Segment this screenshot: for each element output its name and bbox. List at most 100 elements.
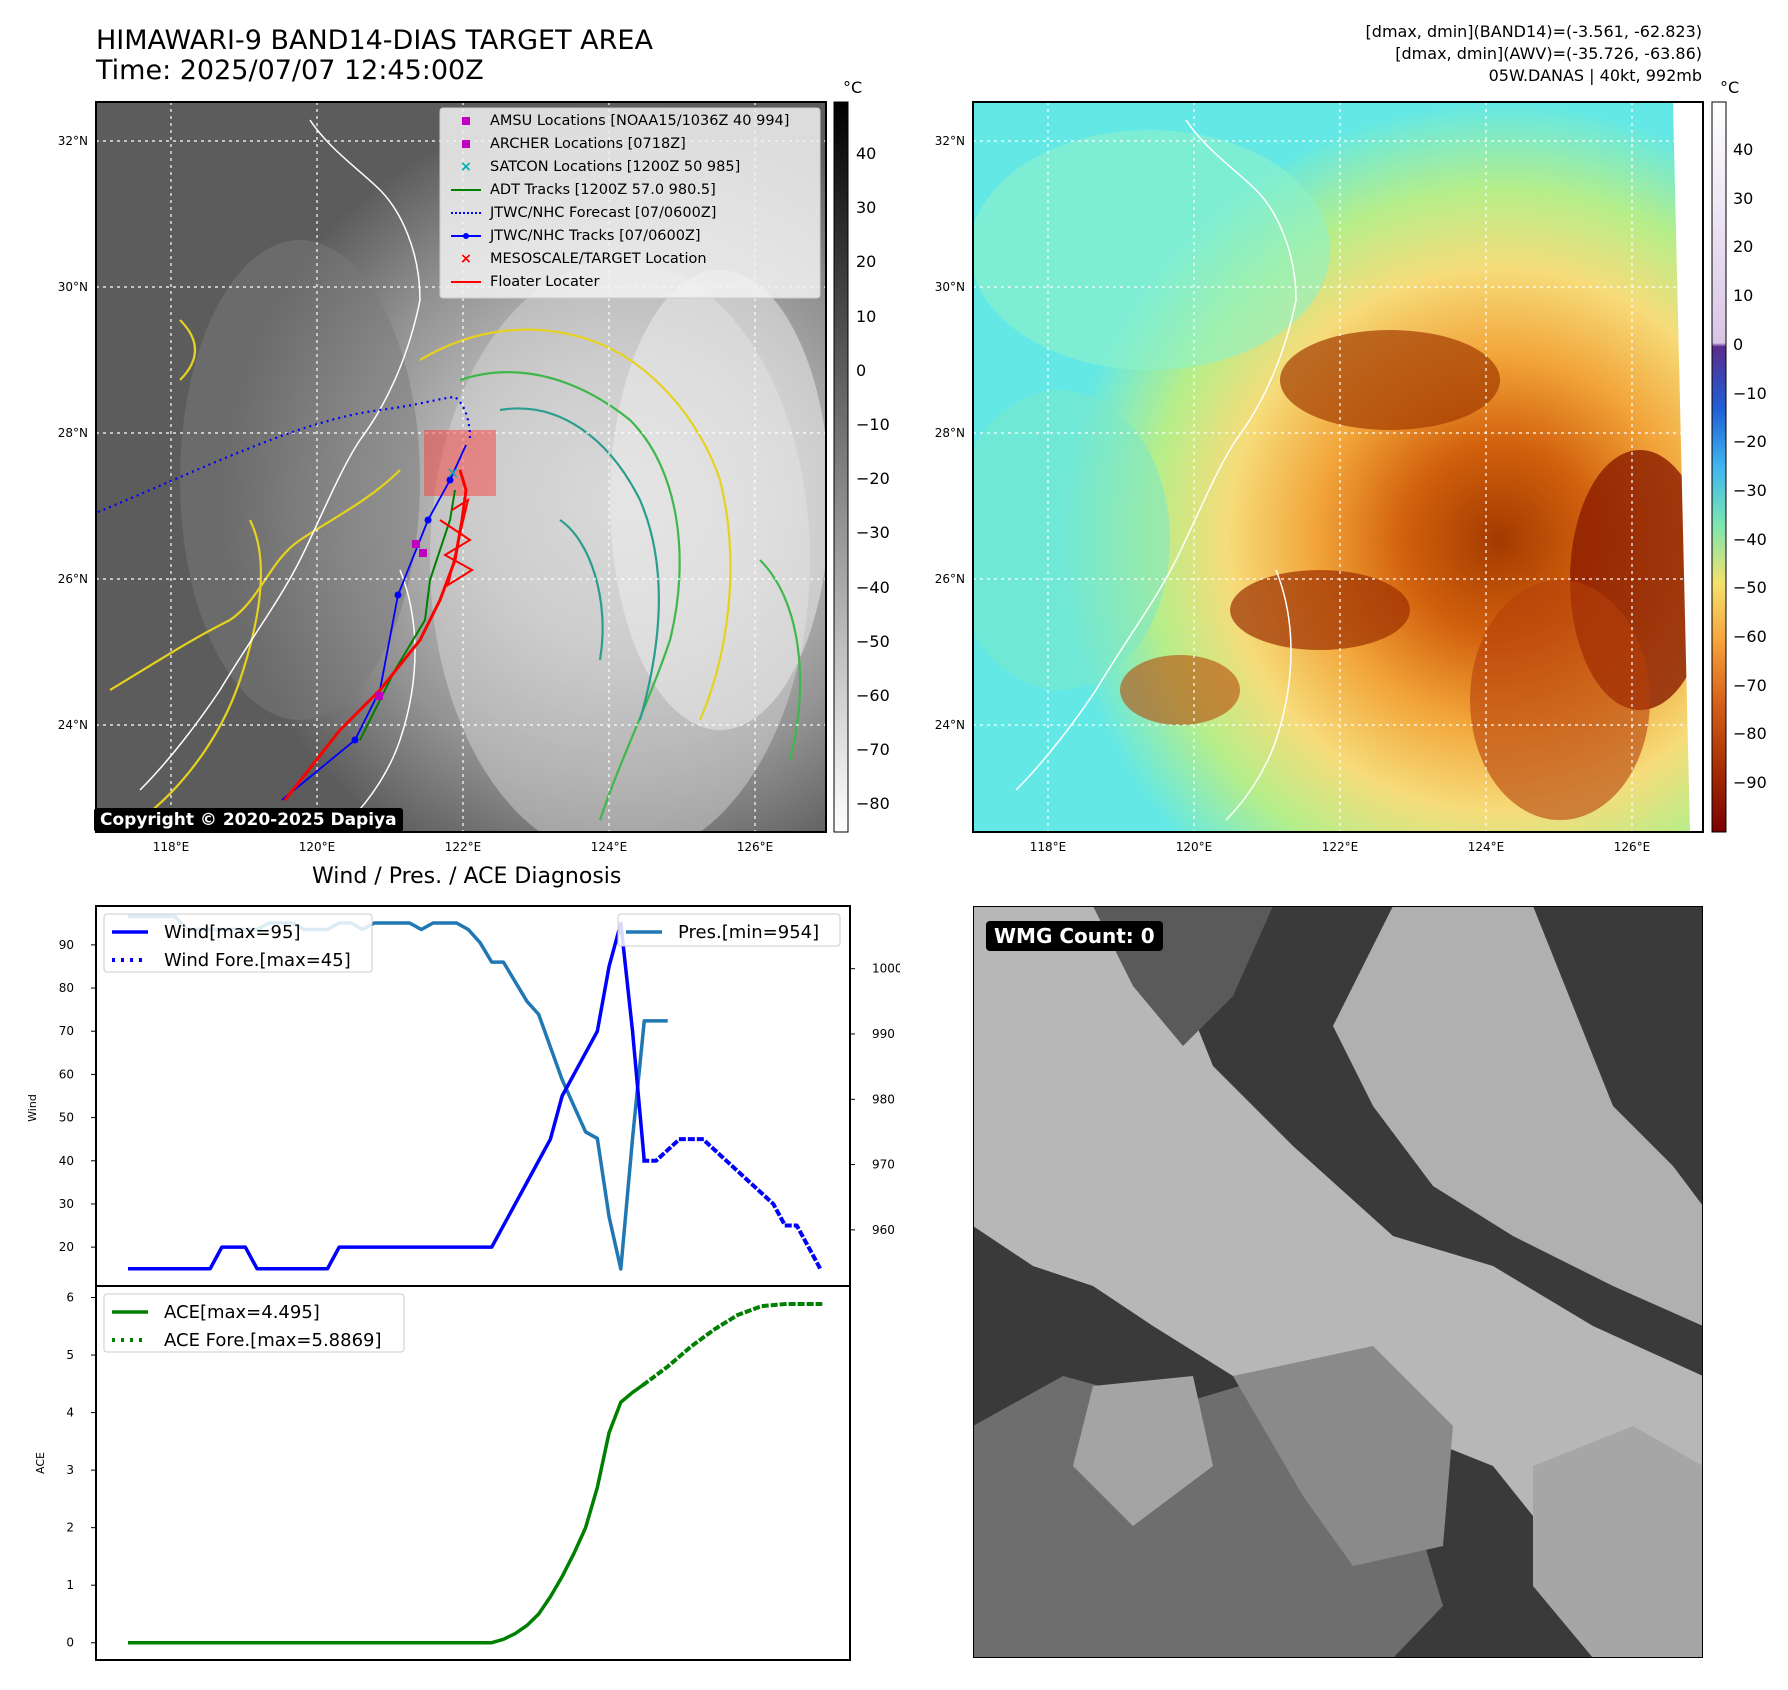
- legend-marker: ×: [459, 251, 473, 267]
- pres-legend-entry-label: Pres.[min=954]: [678, 922, 819, 943]
- wind-legend: [103, 913, 373, 973]
- pres-ytick-label: 970: [872, 1158, 895, 1172]
- lon-tick-label: 118°E: [152, 840, 190, 854]
- ir-colorbar-tick: −70: [856, 740, 890, 760]
- ace-forecast-line: [641, 1302, 823, 1387]
- ace-ytick-label: 2: [66, 1521, 74, 1535]
- lat-tick-label: 32°N: [57, 134, 88, 148]
- legend-entry: ADT Tracks [1200Z 57.0 980.5]: [448, 179, 716, 201]
- ace-axes-frame: [95, 1285, 851, 1661]
- awv-colorbar-tick: −70: [1733, 675, 1767, 695]
- legend-marker: [448, 113, 484, 129]
- pres-ytick-label: 990: [872, 1027, 895, 1041]
- legend-entry: × SATCON Locations [1200Z 50 985]: [448, 156, 740, 178]
- wind-ytick-label: 40: [59, 1154, 74, 1168]
- wind-legend-entry-label: Wind[max=95]: [164, 922, 301, 943]
- ir-legend: [439, 107, 821, 299]
- pres-legend: [617, 913, 841, 947]
- ir-colorbar-tick: 0: [856, 360, 867, 380]
- legend-label: AMSU Locations [NOAA15/1036Z 40 994]: [490, 113, 790, 129]
- wind-ytick-label: 80: [59, 981, 74, 995]
- floater-locater: [283, 469, 468, 801]
- band14-range: [dmax, dmin](BAND14)=(-3.561, -62.823): [1365, 22, 1702, 41]
- legend-label: SATCON Locations [1200Z 50 985]: [490, 159, 741, 175]
- jtwc-forecast-track: [97, 395, 472, 514]
- wind-ytick-label: 60: [59, 1067, 74, 1081]
- awv-colorbar-tick: −80: [1733, 724, 1767, 744]
- ace-ytick-label: 1: [66, 1578, 74, 1592]
- ace-legend-entry-label: ACE[max=4.495]: [164, 1302, 320, 1323]
- pres-ytick-label: 1000: [872, 962, 900, 976]
- ir-colorbar-tick: 30: [856, 198, 877, 218]
- ir-colorbar-tick: −50: [856, 631, 890, 651]
- awv-colorbar-tick: 30: [1733, 188, 1754, 208]
- lat-tick-label: 30°N: [57, 280, 88, 294]
- awv-colorbar-tick: 40: [1733, 140, 1754, 159]
- legend-entry: JTWC/NHC Forecast [07/0600Z]: [448, 202, 716, 224]
- awv-colorbar-tick: −50: [1733, 578, 1767, 598]
- wind-ytick-label: 20: [59, 1240, 74, 1254]
- ir-colorbar-tick: −80: [856, 794, 890, 814]
- ir-colorbar-tick: −10: [856, 415, 890, 434]
- legend-entry: × MESOSCALE/TARGET Location: [448, 248, 707, 270]
- wind-line: [128, 921, 647, 1271]
- target-box: [424, 430, 496, 496]
- lat-tick-label: 26°N: [57, 572, 88, 586]
- pres-ytick-label: 980: [872, 1092, 895, 1106]
- ir-colorbar-tick: −30: [856, 523, 890, 543]
- wind-ytick-label: 90: [59, 938, 74, 952]
- lon-tick-label: 124°E: [590, 840, 628, 854]
- wind-ytick-label: 70: [59, 1024, 74, 1038]
- ir-colorbar-unit: °C: [843, 78, 863, 97]
- lat-tick-label: 32°N: [934, 134, 965, 148]
- lon-tick-label: 120°E: [1175, 840, 1213, 854]
- wmg-count-badge: WMG Count: 0: [986, 921, 1163, 951]
- ace-ytick-label: 5: [66, 1348, 74, 1362]
- awv-map-svg: [972, 101, 1727, 833]
- adt-track: [359, 489, 456, 741]
- lat-tick-label: 26°N: [934, 572, 965, 586]
- lon-tick-label: 126°E: [1613, 840, 1651, 854]
- ir-imagery: ×: [96, 102, 826, 832]
- wmg-region-light-2: [1333, 906, 1703, 1326]
- ir-colorbar-tick: −60: [856, 686, 890, 705]
- awv-colorbar-unit: °C: [1720, 78, 1740, 97]
- lat-tick-label: 28°N: [934, 426, 965, 440]
- awv-range: [dmax, dmin](AWV)=(-35.726, -63.86): [1395, 44, 1702, 63]
- legend-marker: [448, 274, 484, 290]
- legend-entry: Floater Locater: [448, 271, 599, 293]
- legend-marker: [448, 205, 484, 221]
- lon-tick-label: 120°E: [298, 840, 336, 854]
- figure-time: Time: 2025/07/07 12:45:00Z: [96, 55, 484, 86]
- awv-imagery: [973, 102, 1703, 832]
- svg-text:×: ×: [446, 463, 459, 482]
- legend-marker: [448, 228, 484, 244]
- pres-ytick-label: 960: [872, 1223, 895, 1237]
- awv-colorbar-tick: −60: [1733, 627, 1767, 646]
- lat-tick-label: 24°N: [934, 718, 965, 732]
- legend-label: ADT Tracks [1200Z 57.0 980.5]: [490, 182, 716, 198]
- wind-ytick-label: 30: [59, 1197, 74, 1211]
- wind-fore-legend-entry-label: Wind Fore.[max=45]: [164, 950, 351, 971]
- ace-ytick-label: 6: [66, 1291, 74, 1305]
- lon-tick-label: 126°E: [736, 840, 774, 854]
- lat-tick-label: 28°N: [57, 426, 88, 440]
- wind-ylabel: Wind: [26, 1094, 39, 1122]
- ir-colorbar-tick: −40: [856, 577, 890, 597]
- legend-marker: [448, 136, 484, 152]
- legend-entry: ARCHER Locations [0718Z]: [448, 133, 686, 155]
- legend-label: ARCHER Locations [0718Z]: [490, 136, 686, 152]
- awv-colorbar-tick: −30: [1733, 480, 1767, 500]
- ace-ytick-label: 0: [66, 1636, 74, 1650]
- awv-colorbar-tick: 20: [1733, 237, 1754, 257]
- awv-colorbar-tick: −20: [1733, 432, 1767, 452]
- ace-ytick-label: 4: [66, 1406, 74, 1420]
- awv-colorbar-tick: −40: [1733, 529, 1767, 549]
- ace-fore-legend-entry-label: ACE Fore.[max=5.8869]: [164, 1330, 382, 1351]
- awv-colorbar-tick: 0: [1733, 334, 1744, 354]
- lon-tick-label: 118°E: [1029, 840, 1067, 854]
- legend-entry: AMSU Locations [NOAA15/1036Z 40 994]: [448, 110, 789, 132]
- lon-tick-label: 122°E: [444, 840, 482, 854]
- ir-colorbar-tick: −20: [856, 469, 890, 489]
- ace-legend: [103, 1293, 405, 1353]
